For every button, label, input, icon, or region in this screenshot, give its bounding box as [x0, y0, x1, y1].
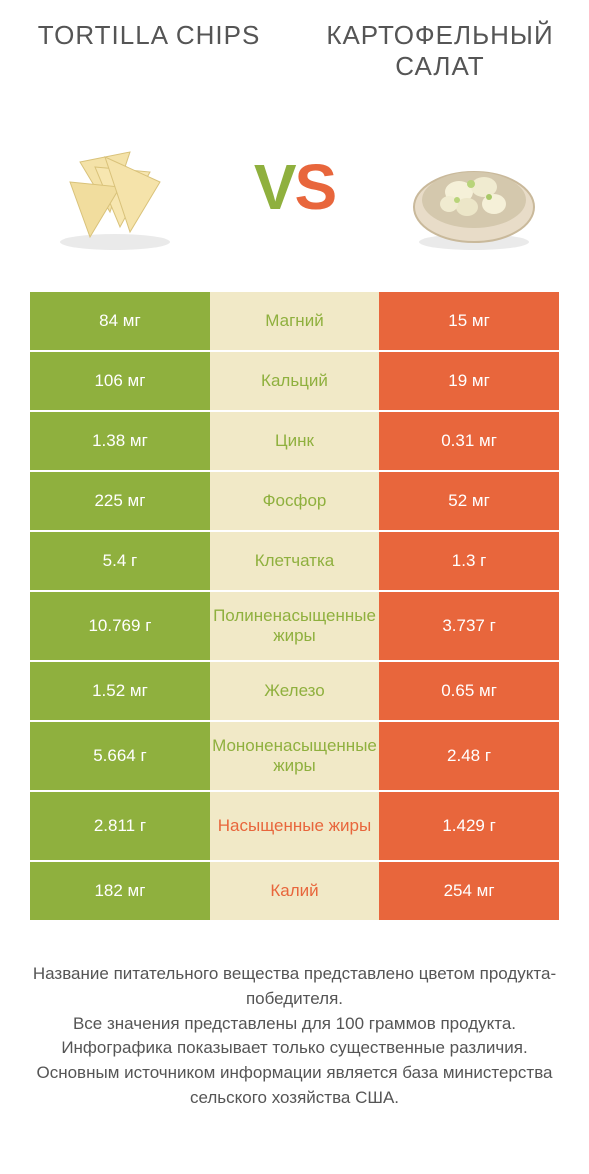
nutrient-label-cell: Клетчатка: [210, 532, 379, 590]
left-value-cell: 182 мг: [30, 862, 210, 920]
right-value-cell: 15 мг: [379, 292, 559, 350]
nutrient-label-cell: Железо: [210, 662, 379, 720]
table-row: 5.4 гКлетчатка1.3 г: [30, 532, 559, 590]
potato-salad-image: [399, 112, 549, 262]
vs-label: VS: [254, 150, 335, 224]
vs-s-letter: S: [295, 151, 336, 223]
left-value-cell: 84 мг: [30, 292, 210, 350]
left-value-cell: 1.38 мг: [30, 412, 210, 470]
table-row: 1.52 мгЖелезо0.65 мг: [30, 662, 559, 720]
table-row: 84 мгМагний15 мг: [30, 292, 559, 350]
nutrition-table: 84 мгМагний15 мг106 мгКальций19 мг1.38 м…: [0, 292, 589, 920]
footer-line: Все значения представлены для 100 граммо…: [20, 1012, 569, 1037]
left-food-title: Tortilla chips: [30, 20, 268, 82]
nutrient-label-cell: Насыщенные жиры: [210, 792, 379, 860]
nutrient-label-cell: Калий: [210, 862, 379, 920]
nutrient-label-cell: Фосфор: [210, 472, 379, 530]
nutrient-label-cell: Кальций: [210, 352, 379, 410]
nutrient-label-cell: Полиненасыщенные жиры: [210, 592, 379, 660]
header: Tortilla chips Картофельный салат: [0, 0, 589, 92]
nutrient-label-cell: Магний: [210, 292, 379, 350]
left-value-cell: 5.4 г: [30, 532, 210, 590]
footer-line: Название питательного вещества представл…: [20, 962, 569, 1011]
table-row: 5.664 гМононенасыщенные жиры2.48 г: [30, 722, 559, 790]
tortilla-chips-image: [40, 112, 190, 262]
left-value-cell: 10.769 г: [30, 592, 210, 660]
right-value-cell: 1.3 г: [379, 532, 559, 590]
right-value-cell: 52 мг: [379, 472, 559, 530]
table-row: 225 мгФосфор52 мг: [30, 472, 559, 530]
vs-v-letter: V: [254, 151, 295, 223]
right-value-cell: 0.65 мг: [379, 662, 559, 720]
images-row: VS: [0, 92, 589, 292]
table-row: 182 мгКалий254 мг: [30, 862, 559, 920]
nutrient-label-cell: Цинк: [210, 412, 379, 470]
table-row: 10.769 гПолиненасыщенные жиры3.737 г: [30, 592, 559, 660]
left-value-cell: 2.811 г: [30, 792, 210, 860]
nutrient-label-cell: Мононенасыщенные жиры: [210, 722, 379, 790]
table-row: 106 мгКальций19 мг: [30, 352, 559, 410]
right-value-cell: 1.429 г: [379, 792, 559, 860]
footer-line: Инфографика показывает только существенн…: [20, 1036, 569, 1061]
footer-line: Основным источником информации является …: [20, 1061, 569, 1110]
left-value-cell: 5.664 г: [30, 722, 210, 790]
footer-notes: Название питательного вещества представл…: [0, 922, 589, 1110]
right-value-cell: 19 мг: [379, 352, 559, 410]
left-value-cell: 1.52 мг: [30, 662, 210, 720]
right-value-cell: 0.31 мг: [379, 412, 559, 470]
right-value-cell: 3.737 г: [379, 592, 559, 660]
table-row: 2.811 гНасыщенные жиры1.429 г: [30, 792, 559, 860]
right-food-title: Картофельный салат: [321, 20, 559, 82]
right-value-cell: 2.48 г: [379, 722, 559, 790]
table-row: 1.38 мгЦинк0.31 мг: [30, 412, 559, 470]
right-value-cell: 254 мг: [379, 862, 559, 920]
left-value-cell: 106 мг: [30, 352, 210, 410]
left-value-cell: 225 мг: [30, 472, 210, 530]
